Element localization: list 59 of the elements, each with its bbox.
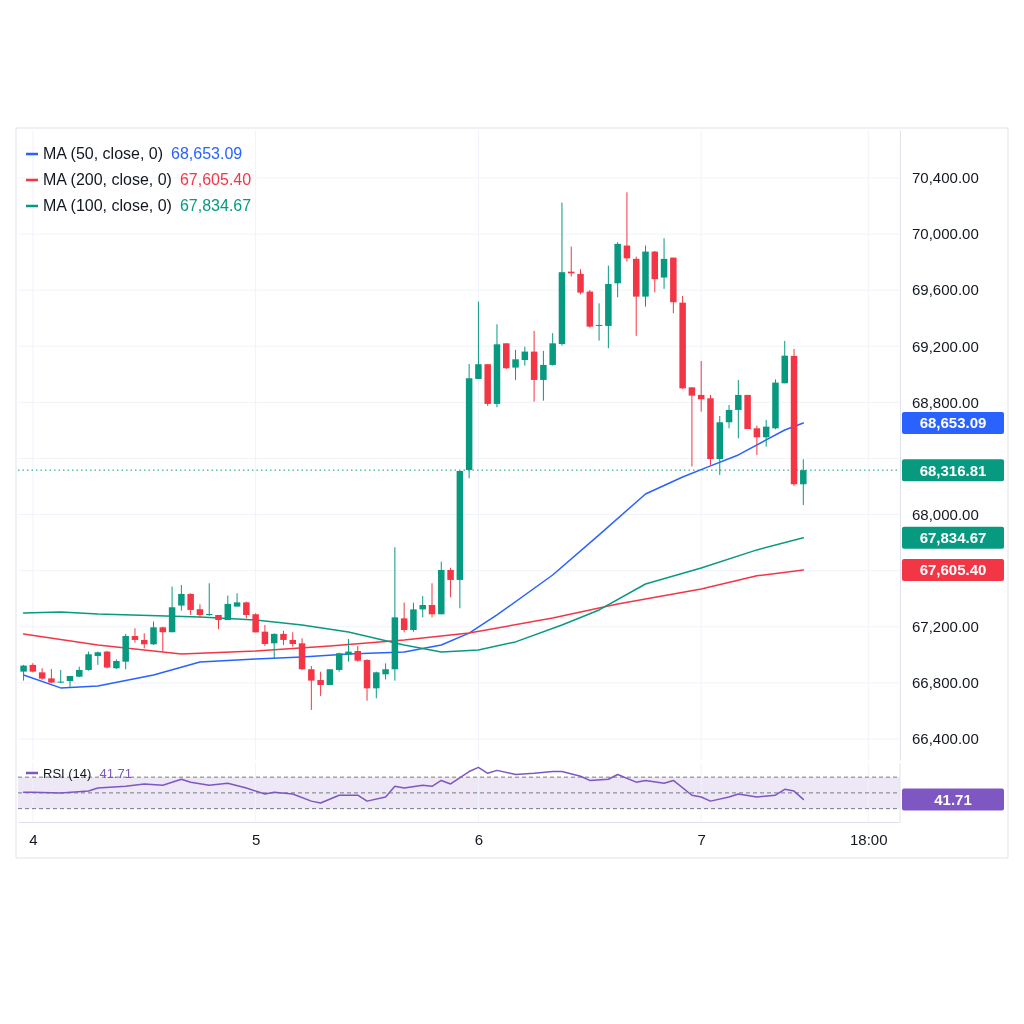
y-tick-label: 66,800.00 bbox=[912, 674, 979, 692]
text: 67,605.40 bbox=[919, 561, 987, 579]
candlestick bbox=[131, 627, 139, 644]
legend-label: RSI (14) bbox=[43, 766, 92, 781]
legend-label: MA (200, close, 0) bbox=[43, 171, 172, 188]
candlestick bbox=[373, 671, 380, 699]
x-tick-label: 7 bbox=[697, 830, 706, 848]
text: 41.71 bbox=[934, 790, 972, 808]
candlestick bbox=[549, 332, 556, 367]
y-tick-label: 69,600.00 bbox=[912, 281, 979, 299]
candlestick bbox=[410, 602, 417, 633]
candlestick bbox=[400, 602, 408, 633]
candlestick bbox=[475, 301, 482, 380]
candlestick bbox=[753, 425, 761, 456]
ref-line-label: 68,316.81 bbox=[919, 461, 987, 479]
text: 67,834.67 bbox=[919, 529, 987, 547]
y-tick-label: 69,200.00 bbox=[912, 337, 979, 355]
y-tick-label: 68,000.00 bbox=[912, 505, 979, 523]
candlestick bbox=[660, 237, 668, 290]
x-tick-label: 4 bbox=[29, 830, 38, 848]
candlestick bbox=[512, 349, 519, 381]
candlestick bbox=[308, 665, 315, 711]
candlestick bbox=[419, 595, 426, 618]
candlestick bbox=[224, 595, 232, 621]
candlestick bbox=[178, 584, 185, 612]
y-tick-label: 70,400.00 bbox=[912, 169, 979, 187]
candlestick bbox=[150, 621, 157, 646]
candlestick bbox=[187, 592, 194, 616]
x-tick-label: 18:00 bbox=[850, 830, 888, 848]
x-tick-label: 6 bbox=[474, 830, 484, 848]
x-tick-label: 5 bbox=[251, 830, 261, 848]
legend-label: MA (50, close, 0) bbox=[43, 145, 164, 162]
annotation: 41.71 bbox=[99, 766, 132, 781]
legend-label: MA (100, close, 0) bbox=[43, 197, 172, 214]
candlestick bbox=[428, 582, 436, 618]
y-tick-label: 70,000.00 bbox=[912, 225, 979, 243]
candlestick bbox=[317, 671, 324, 697]
candlestick bbox=[57, 669, 64, 684]
y-tick-label: 68,800.00 bbox=[912, 393, 979, 411]
annotation: 67,605.40 bbox=[179, 171, 252, 188]
candlestick bbox=[540, 350, 547, 402]
candlestick bbox=[85, 651, 92, 672]
candlestick bbox=[688, 386, 696, 468]
text: 68,653.09 bbox=[919, 414, 987, 432]
candlestick bbox=[577, 268, 584, 295]
candlestick bbox=[595, 302, 603, 342]
candlestick bbox=[205, 582, 213, 617]
candlestick bbox=[66, 675, 74, 688]
candlestick bbox=[447, 567, 454, 598]
candlestick bbox=[345, 638, 352, 663]
annotation: 68,653.09 bbox=[171, 145, 243, 162]
candlestick bbox=[725, 404, 733, 429]
y-tick-label: 66,400.00 bbox=[912, 730, 979, 748]
candlestick bbox=[196, 603, 204, 619]
candlestick bbox=[233, 592, 241, 608]
annotation: 67,834.67 bbox=[179, 197, 252, 214]
candlestick bbox=[735, 379, 742, 439]
y-tick-label: 67,200.00 bbox=[912, 618, 979, 636]
candlestick bbox=[261, 624, 269, 647]
